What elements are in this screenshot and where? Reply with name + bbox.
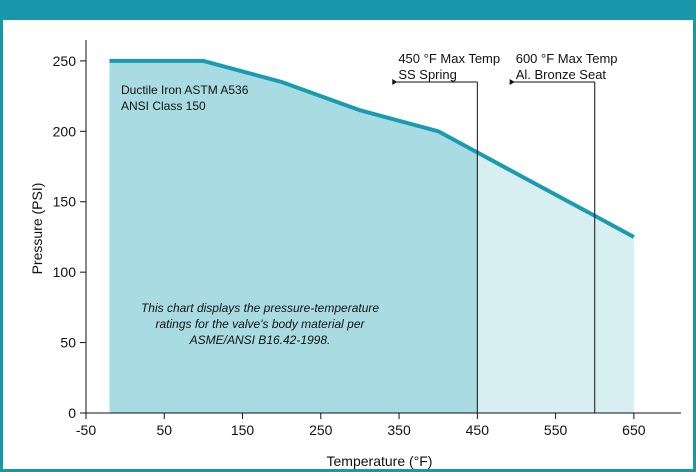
chart-note: This chart displays the pressure-tempera… bbox=[141, 301, 379, 315]
y-tick-label: 250 bbox=[53, 53, 77, 69]
chart-note: ratings for the valve's body material pe… bbox=[155, 317, 365, 331]
limit-label: SS Spring bbox=[398, 67, 457, 82]
series-line bbox=[109, 58, 635, 239]
area-region-rated bbox=[109, 60, 478, 414]
header-bar bbox=[0, 0, 696, 20]
y-tick-label: 50 bbox=[60, 335, 76, 351]
y-tick-label: 0 bbox=[68, 405, 76, 421]
area-region-limited bbox=[477, 152, 634, 413]
chart-note: ASME/ANSI B16.42-1998. bbox=[189, 333, 331, 347]
x-tick-label: 50 bbox=[156, 422, 172, 438]
y-axis-title: Pressure (PSI) bbox=[29, 183, 45, 275]
y-tick-label: 100 bbox=[53, 264, 77, 280]
limit-label: Al. Bronze Seat bbox=[516, 67, 607, 82]
limit-arrow bbox=[509, 79, 515, 85]
x-axis-title: Temperature (°F) bbox=[327, 453, 433, 469]
x-tick-label: -50 bbox=[76, 422, 96, 438]
x-tick-label: 350 bbox=[387, 422, 411, 438]
x-tick-label: 450 bbox=[466, 422, 490, 438]
x-tick-label: 650 bbox=[622, 422, 646, 438]
material-label: Ductile Iron ASTM A536 bbox=[121, 83, 249, 97]
y-tick-label: 150 bbox=[53, 194, 77, 210]
limit-label: 600 °F Max Temp bbox=[516, 51, 618, 66]
x-tick-label: 150 bbox=[231, 422, 255, 438]
x-tick-label: 250 bbox=[309, 422, 333, 438]
y-tick-label: 200 bbox=[53, 123, 77, 139]
x-tick-label: 550 bbox=[544, 422, 568, 438]
limit-label: 450 °F Max Temp bbox=[398, 51, 500, 66]
material-label: ANSI Class 150 bbox=[121, 99, 206, 113]
limit-arrow bbox=[392, 79, 398, 85]
